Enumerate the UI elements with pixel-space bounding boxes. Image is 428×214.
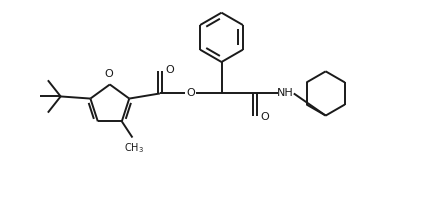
Text: O: O <box>165 65 174 75</box>
Text: NH: NH <box>277 88 294 98</box>
Text: $\mathregular{CH_3}$: $\mathregular{CH_3}$ <box>124 141 144 155</box>
Text: O: O <box>260 112 269 122</box>
Text: O: O <box>104 68 113 79</box>
Text: O: O <box>186 88 195 98</box>
